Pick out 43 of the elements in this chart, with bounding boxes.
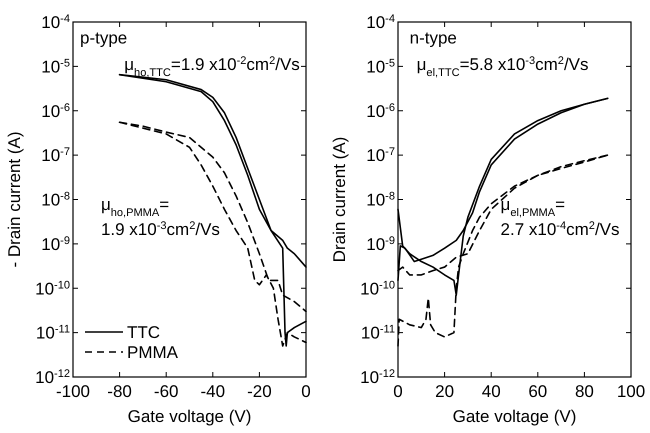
x-tick-label: -20 [247, 382, 272, 401]
annotation: μ$_{ho,TTC}$=1.9 x10$^{-2}$cm$^{2}$/Vs [124, 54, 300, 79]
x-tick-label: 80 [574, 382, 594, 401]
annotation: μ$_{el,PMMA}$= [500, 195, 566, 220]
y-axis-title: Drain current (A) [330, 136, 349, 262]
y-tick-label: 10$^{-6}$ [366, 102, 395, 121]
annotation: p-type [80, 28, 128, 48]
y-tick-label: 10$^{-12}$ [360, 368, 395, 387]
annotation: 2.7 x10$^{-4}$cm$^{2}$/Vs [500, 220, 620, 239]
x-tick-label: -100 [56, 382, 90, 401]
y-tick-label: 10$^{-5}$ [366, 57, 395, 76]
y-tick-label: 10$^{-7}$ [366, 146, 395, 166]
annotation: μ$_{ho,PMMA}$= [100, 195, 170, 220]
y-tick-label: 10$^{-8}$ [41, 190, 70, 210]
y-tick-label: 10$^{-11}$ [360, 324, 395, 343]
y-tick-label: 10$^{-4}$ [366, 13, 395, 32]
y-tick-label: 10$^{-6}$ [41, 102, 70, 121]
x-tick-label: 0 [393, 382, 403, 401]
y-tick-label: 10$^{-11}$ [36, 324, 70, 343]
y-tick-label: 10$^{-7}$ [41, 146, 70, 166]
legend-label: TTC [127, 323, 160, 342]
y-tick-label: 10$^{-4}$ [41, 13, 70, 32]
x-axis-title: Gate voltage (V) [452, 407, 576, 426]
y-tick-label: 10$^{-9}$ [41, 234, 70, 254]
y-axis-title: - Drain current (A) [5, 131, 24, 268]
legend-label: PMMA [127, 343, 179, 362]
y-tick-label: 10$^{-8}$ [366, 190, 395, 210]
x-tick-label: 100 [616, 382, 646, 401]
y-tick-label: 10$^{-10}$ [35, 279, 70, 298]
x-tick-label: 40 [482, 382, 501, 401]
x-tick-label: -80 [107, 382, 132, 401]
y-tick-label: 10$^{-5}$ [41, 57, 70, 76]
annotation: n-type [410, 28, 457, 48]
x-tick-label: 0 [301, 382, 311, 401]
y-tick-label: 10$^{-9}$ [366, 234, 395, 254]
x-tick-label: 60 [528, 382, 548, 401]
y-tick-label: 10$^{-10}$ [360, 279, 395, 298]
x-axis-title: Gate voltage (V) [128, 407, 252, 426]
x-tick-label: -60 [154, 382, 178, 401]
x-tick-label: -40 [200, 382, 226, 401]
x-tick-label: 20 [435, 382, 454, 401]
annotation: 1.9 x10$^{-3}$cm$^{2}$/Vs [100, 220, 220, 239]
annotation: μ$_{el,TTC}$=5.8 x10$^{-3}$cm$^{2}$/Vs [416, 54, 589, 79]
